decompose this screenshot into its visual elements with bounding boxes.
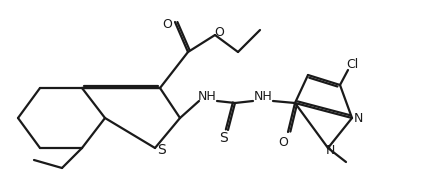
Text: S: S: [157, 143, 166, 157]
Text: Cl: Cl: [346, 59, 358, 71]
Text: NH: NH: [198, 89, 216, 102]
Text: N: N: [326, 143, 335, 157]
Text: NH: NH: [254, 89, 272, 102]
Text: O: O: [162, 17, 172, 31]
Text: O: O: [278, 135, 288, 149]
Text: S: S: [220, 131, 228, 145]
Text: O: O: [214, 25, 224, 39]
Text: N: N: [353, 112, 362, 124]
